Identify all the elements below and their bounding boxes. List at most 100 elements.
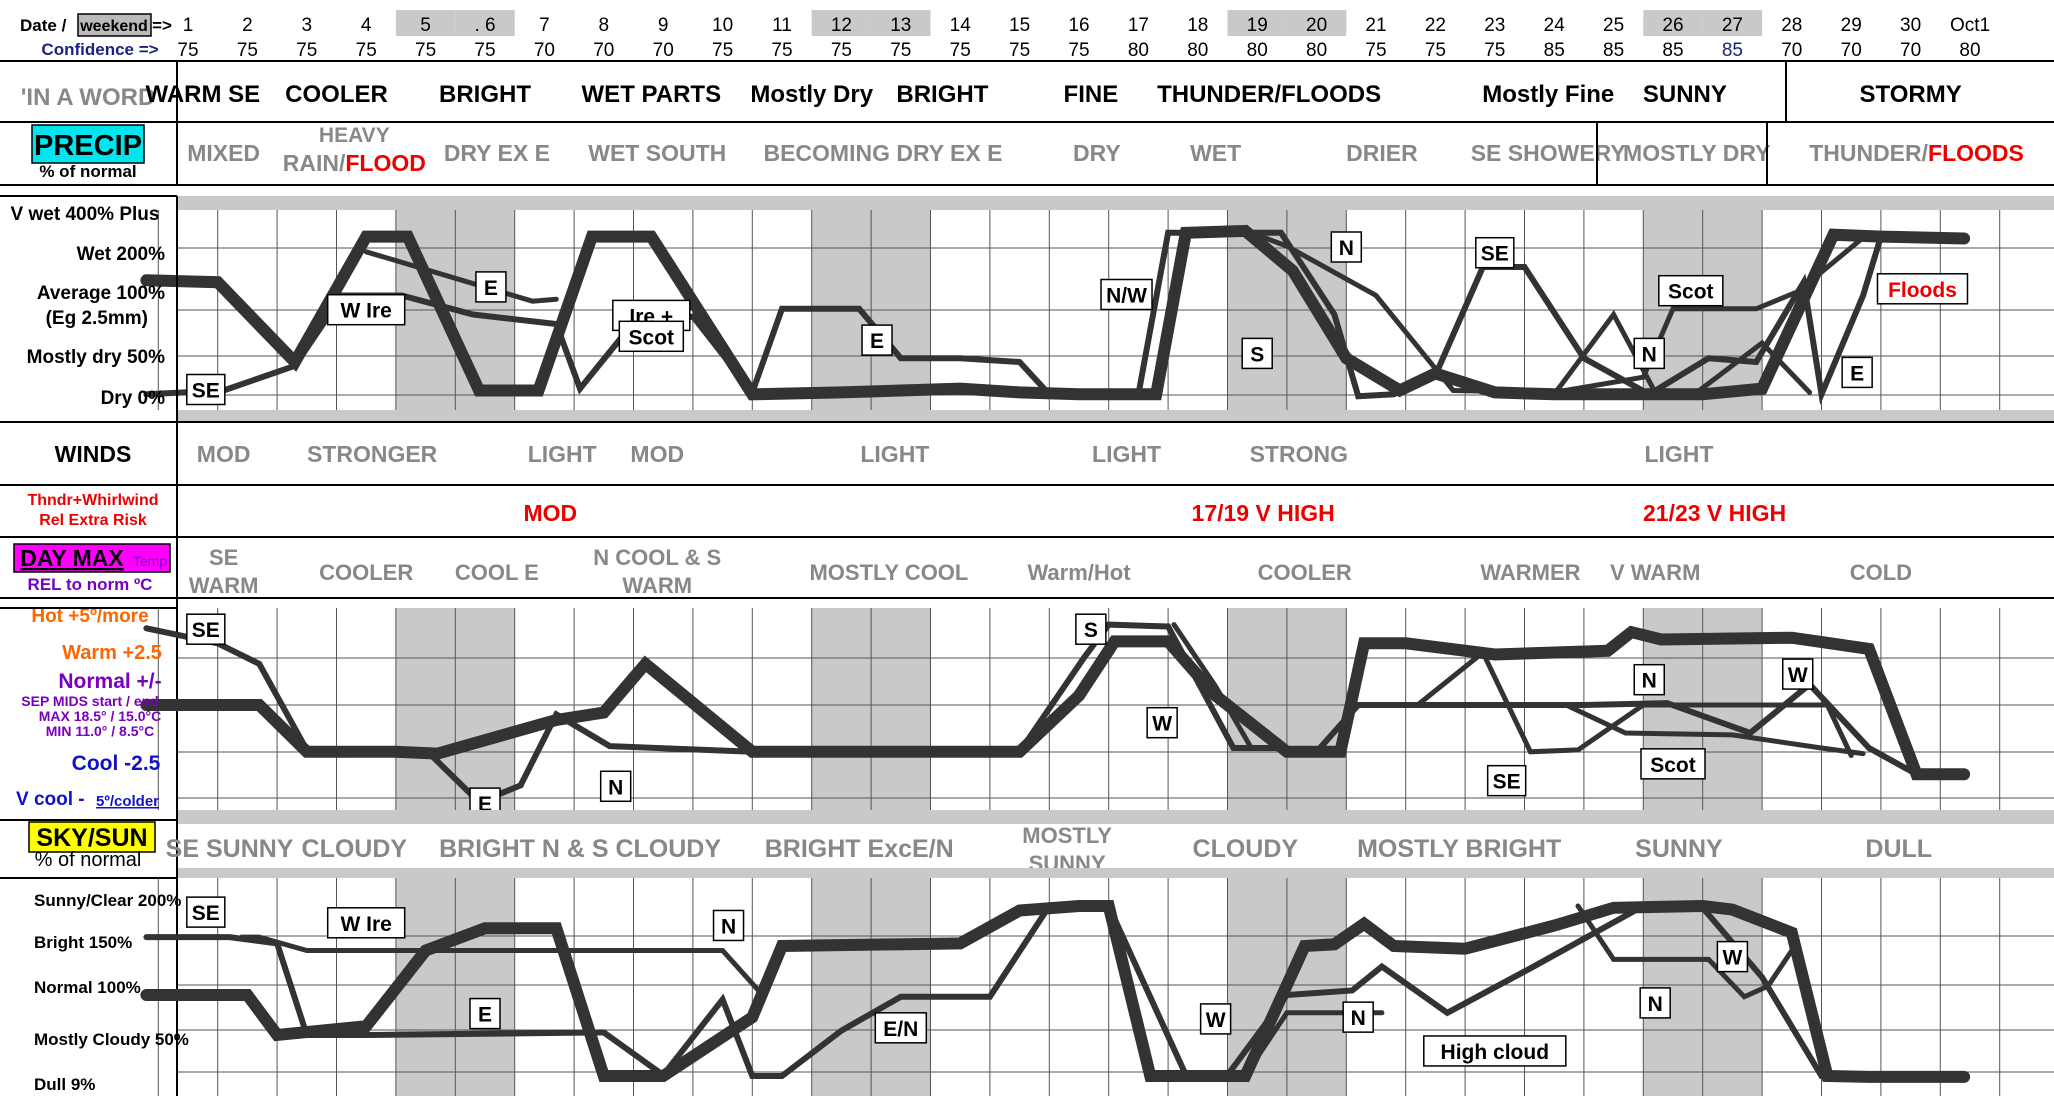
date-18: 18 <box>1187 15 1208 36</box>
precip-series-2 <box>363 249 559 304</box>
precip-label-box-7 <box>1241 337 1273 370</box>
temp-label-6: N <box>1642 670 1657 693</box>
weekend-legend-box <box>77 13 152 37</box>
date-1: 1 <box>183 15 194 36</box>
precip-row-1: DRY EX E <box>444 140 550 166</box>
winds-1: STRONGER <box>307 441 438 467</box>
daymax-row-1: COOLER <box>319 560 413 585</box>
date-10: 10 <box>712 15 733 36</box>
confidence-18: 80 <box>1187 40 1208 61</box>
temp-axis-vcool-link: 5º/colder <box>96 793 159 810</box>
temp-weekend-shade <box>871 608 931 810</box>
daymax-row-3-b: WARM <box>622 573 692 598</box>
precip-label-box-8 <box>1330 231 1363 263</box>
confidence-label: Confidence => <box>41 40 158 59</box>
confidence-2: 75 <box>237 40 258 61</box>
sky-label-6: N <box>1351 1007 1366 1030</box>
precip-row-5: WET <box>1190 140 1241 166</box>
sky-label-3: E <box>478 1004 492 1027</box>
date-9: 9 <box>658 15 669 36</box>
date-arrow: => <box>152 16 172 35</box>
confidence-30: 70 <box>1900 40 1921 61</box>
temp-axis-sep-3: MIN 11.0° / 8.5°C <box>46 723 154 739</box>
precip-label-box-5 <box>861 324 893 356</box>
winds-0: MOD <box>197 441 251 467</box>
in-a-word-9: SUNNY <box>1643 81 1727 108</box>
precip-label-box-9 <box>1475 236 1515 269</box>
in-a-word-0: WARM SE <box>146 81 261 108</box>
date-22: 22 <box>1425 15 1446 36</box>
weekend-header-shade <box>1702 10 1763 36</box>
precip-axis-3: (Eg 2.5mm) <box>46 308 148 329</box>
temp-axis-cool: Cool -2.5 <box>72 752 161 775</box>
confidence-3: 75 <box>296 40 317 61</box>
sky-label-box-7 <box>1423 1035 1567 1067</box>
temp-weekend-shade <box>811 608 872 810</box>
precip-row-6: DRIER <box>1346 140 1418 166</box>
sky-label-1: W Ire <box>341 913 392 936</box>
in-a-word-10: STORMY <box>1859 81 1961 108</box>
precip-axis-4: Mostly dry 50% <box>27 347 165 368</box>
precip-label-box-12 <box>1876 273 1969 305</box>
sky-weekend-shade <box>811 878 872 1096</box>
precip-bottomband <box>178 410 2054 422</box>
confidence-1: 75 <box>177 40 198 61</box>
sky-label-box <box>28 821 156 853</box>
date-4: 4 <box>361 15 372 36</box>
precip-series-3 <box>1248 230 1872 395</box>
confidence-27: 85 <box>1722 40 1743 61</box>
date-25: 25 <box>1603 15 1624 36</box>
date-23: 23 <box>1484 15 1505 36</box>
precip-axis-2: Average 100% <box>37 283 165 304</box>
in-a-word-7: THUNDER/FLOODS <box>1157 81 1381 108</box>
temp-weekend-shade <box>395 608 456 810</box>
temp-label-4: W <box>1152 713 1172 736</box>
confidence-26: 85 <box>1662 40 1683 61</box>
winds-7: LIGHT <box>1644 441 1713 467</box>
temp-axis-sep-2: MAX 18.5° / 15.0°C <box>39 708 161 724</box>
temp-axis-warm: Warm +2.5 <box>62 642 162 664</box>
sky-row-0: SE SUNNY <box>166 835 294 863</box>
precip-label-0: SE <box>192 380 220 403</box>
sky-weekend-shade <box>1286 878 1347 1096</box>
temp-axis-normal: Normal +/- <box>58 670 161 693</box>
precip-row-8: MOSTLY DRY <box>1623 140 1770 166</box>
winds-2: LIGHT <box>528 441 597 467</box>
sky-label-box-1 <box>326 907 406 939</box>
confidence-19: 80 <box>1247 40 1268 61</box>
confidence-21: 75 <box>1365 40 1386 61</box>
temp-axis-sep-1: SEP MIDS start / end <box>21 693 158 709</box>
precip-axis-5: Dry 0% <box>101 388 166 409</box>
date-11: 11 <box>772 15 792 36</box>
date-16: 16 <box>1068 15 1089 36</box>
temp-weekend-shade <box>1286 608 1347 810</box>
precip-axis-0: V wet 400% Plus <box>11 204 160 225</box>
winds-3: MOD <box>630 441 684 467</box>
sky-label-7: High cloud <box>1441 1041 1550 1064</box>
date-12: 12 <box>831 15 852 36</box>
weekend-header-shade <box>871 10 931 36</box>
sky-row-2: BRIGHT N & S CLOUDY <box>439 835 721 863</box>
date-29: 29 <box>1841 15 1862 36</box>
confidence-25: 85 <box>1603 40 1624 61</box>
sky-axis-2: Normal 100% <box>34 978 141 997</box>
winds-label: WINDS <box>55 441 132 467</box>
precip-series-4 <box>1551 309 1813 397</box>
weekend-header-shade <box>811 10 872 36</box>
confidence-29: 70 <box>1841 40 1862 61</box>
confidence-17: 80 <box>1128 40 1149 61</box>
confidence-10: 75 <box>712 40 733 61</box>
temp-bottomband <box>178 810 2054 824</box>
sky-sub: % of normal <box>35 849 142 871</box>
precip-label-11: N <box>1642 343 1657 366</box>
precip-label-9: SE <box>1481 243 1509 266</box>
date-5: 5 <box>420 15 431 36</box>
temp-label-box-8 <box>1781 658 1814 690</box>
sky-row-7: SUNNY <box>1635 835 1723 863</box>
confidence-12: 75 <box>831 40 852 61</box>
temp-weekend-shade <box>455 608 515 810</box>
sky-weekend-shade <box>871 878 931 1096</box>
winds-4: LIGHT <box>860 441 929 467</box>
confidence-14: 75 <box>950 40 971 61</box>
temp-label-8: W <box>1788 664 1808 687</box>
